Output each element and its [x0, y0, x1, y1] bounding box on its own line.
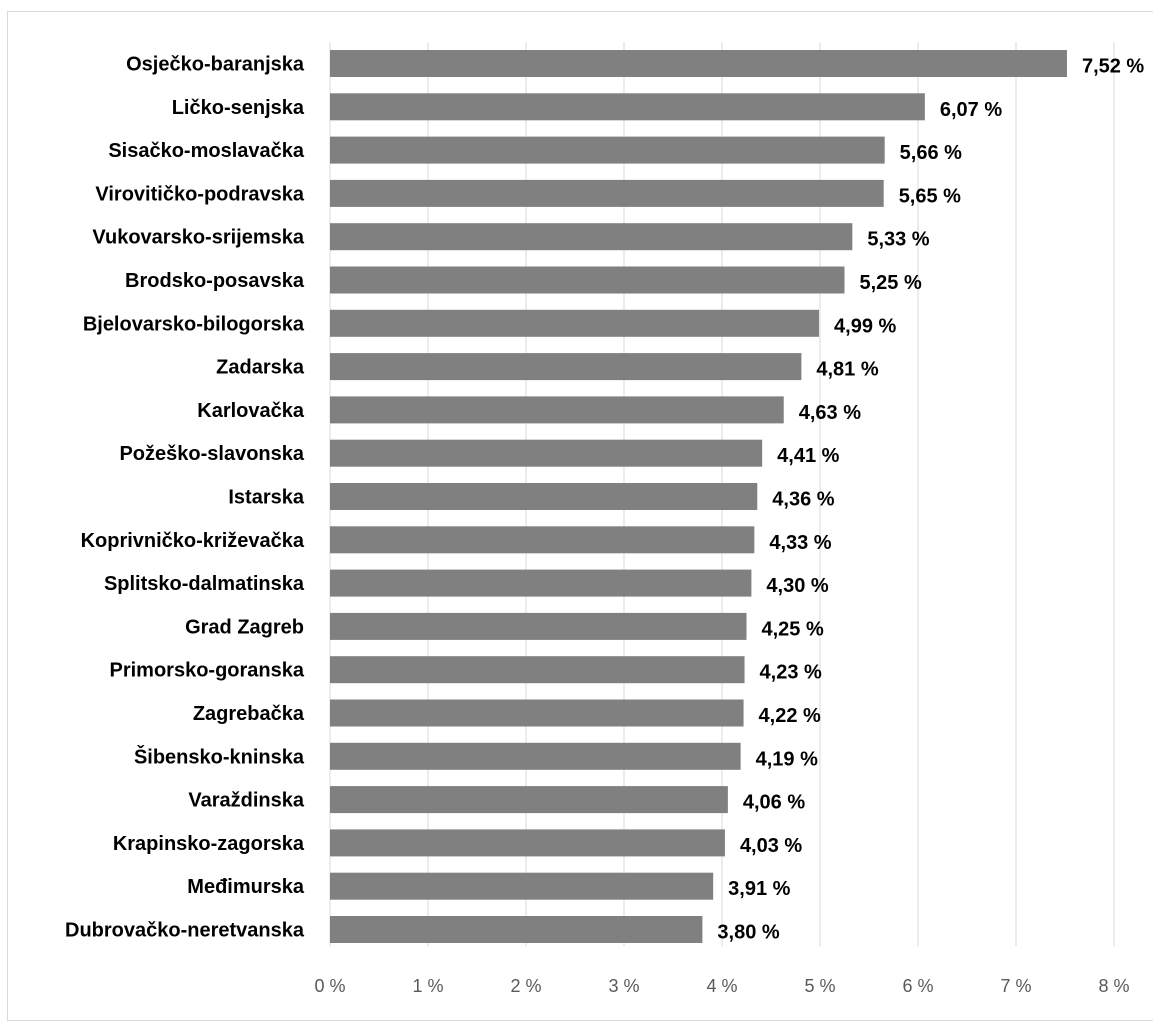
category-label-17: Šibensko-kninska [134, 744, 305, 768]
value-label-1: 7,52 % [1082, 56, 1144, 78]
bar-7 [330, 309, 820, 337]
category-label-19: Krapinsko-zagorska [113, 833, 305, 855]
category-label-1: Osječko-baranjska [126, 54, 305, 76]
value-label-21: 3,80 % [717, 922, 779, 944]
value-label-11: 4,36 % [772, 489, 834, 511]
bar-10 [330, 439, 763, 467]
value-label-13: 4,30 % [766, 575, 828, 597]
category-label-20: Međimurska [187, 876, 305, 898]
category-label-5: Vukovarsko-srijemska [92, 227, 304, 249]
bar-4 [330, 179, 884, 207]
value-label-17: 4,19 % [756, 748, 818, 770]
value-label-19: 4,03 % [740, 835, 802, 857]
category-label-8: Zadarska [216, 357, 305, 379]
value-label-14: 4,25 % [762, 618, 824, 640]
category-label-6: Brodsko-posavska [125, 270, 305, 292]
category-label-4: Virovitičko-podravska [95, 183, 304, 205]
bar-2 [330, 93, 925, 121]
value-label-4: 5,65 % [899, 185, 961, 207]
bar-8 [330, 353, 802, 381]
x-axis-tick-labels: 0 % 1 % 2 % 3 % 4 % 5 % 6 % 7 % 8 % [314, 976, 1129, 996]
category-label-21: Dubrovačko-neretvanska [65, 920, 305, 942]
category-label-15: Primorsko-goranska [109, 660, 304, 682]
bar-11 [330, 483, 758, 510]
category-label-11: Istarska [228, 487, 304, 509]
category-label-2: Ličko-senjska [172, 97, 305, 119]
category-label-10: Požeško-slavonska [119, 443, 304, 465]
x-tick-label-1: 1 % [412, 976, 443, 996]
value-label-8: 4,81 % [816, 359, 878, 381]
x-tick-label-5: 5 % [804, 976, 835, 996]
x-tick-label-3: 3 % [608, 976, 639, 996]
x-tick-label-8: 8 % [1098, 976, 1129, 996]
value-label-5: 5,33 % [867, 229, 929, 251]
category-label-9: Karlovačka [197, 400, 305, 422]
category-label-14: Grad Zagreb [185, 616, 304, 638]
value-label-7: 4,99 % [834, 315, 896, 337]
category-label-3: Sisačko-moslavačka [108, 140, 305, 162]
value-label-3: 5,66 % [900, 142, 962, 164]
category-label-12: Koprivničko-križevačka [81, 530, 305, 552]
value-label-16: 4,22 % [759, 705, 821, 727]
bar-15 [330, 656, 745, 684]
x-tick-label-2: 2 % [510, 976, 541, 996]
category-labels: Osječko-baranjska Ličko-senjska Sisačko-mo… [65, 54, 305, 942]
value-label-10: 4,41 % [777, 445, 839, 467]
value-label-6: 5,25 % [860, 272, 922, 294]
value-label-18: 4,06 % [743, 792, 805, 814]
bar-9 [330, 396, 784, 424]
bar-1 [330, 50, 1067, 77]
bar-20 [330, 872, 714, 900]
x-tick-label-6: 6 % [902, 976, 933, 996]
bar-18 [330, 786, 728, 814]
bar-3 [330, 136, 885, 164]
value-label-15: 4,23 % [760, 662, 822, 684]
value-label-9: 4,63 % [799, 402, 861, 424]
bar-6 [330, 266, 845, 294]
value-label-12: 4,33 % [769, 532, 831, 554]
value-label-2: 6,07 % [940, 99, 1002, 121]
value-label-20: 3,91 % [728, 878, 790, 900]
x-tick-label-4: 4 % [706, 976, 737, 996]
bar-21 [330, 916, 703, 943]
bar-12 [330, 526, 755, 554]
bar-16 [330, 699, 744, 727]
bars [330, 50, 1067, 943]
category-label-18: Varaždinska [188, 790, 305, 812]
bar-13 [330, 569, 752, 597]
x-tick-label-7: 7 % [1000, 976, 1031, 996]
bar-17 [330, 742, 741, 770]
bar-5 [330, 223, 853, 251]
x-tick-label-0: 0 % [314, 976, 345, 996]
category-label-16: Zagrebačka [193, 703, 305, 725]
category-label-7: Bjelovarsko-bilogorska [83, 313, 305, 335]
bar-14 [330, 612, 747, 640]
value-labels: 7,52 % 6,07 % 5,66 % 5,65 % 5,33 % 5,25 % 4,99… [717, 56, 1144, 944]
category-label-13: Splitsko-dalmatinska [104, 573, 305, 595]
bar-19 [330, 829, 725, 857]
